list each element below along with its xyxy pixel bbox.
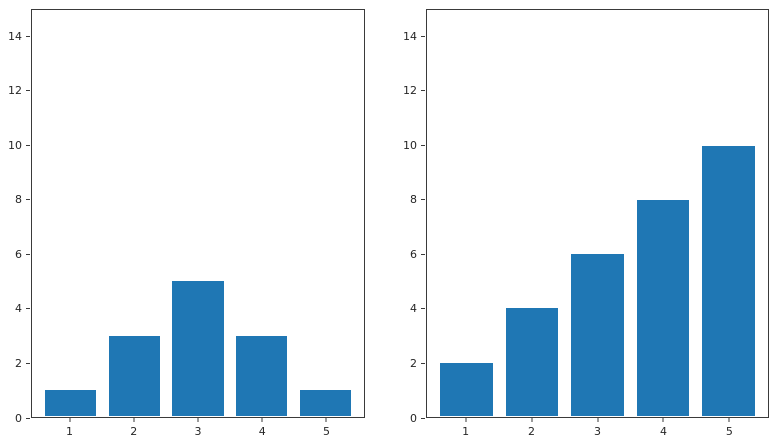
- bar: [300, 389, 352, 416]
- bar: [636, 199, 690, 416]
- y-tick-label: 0: [15, 411, 22, 425]
- x-tick-label: 3: [194, 425, 202, 438]
- y-tick-mark: [26, 362, 30, 364]
- bar: [440, 362, 493, 416]
- y-tick-label: 0: [410, 411, 417, 425]
- y-tick-label: 4: [15, 302, 22, 316]
- left-x-axis: 1 2 3 4 5: [31, 418, 365, 442]
- left-plot-area: [31, 9, 365, 418]
- y-tick-label: 12: [403, 84, 417, 98]
- y-tick-label: 4: [410, 302, 417, 316]
- y-tick-label: 14: [8, 29, 22, 43]
- y-tick-mark: [26, 90, 30, 92]
- x-tick-label: 5: [322, 425, 330, 438]
- right-y-axis: 0 2 4 6 8 10 12 14: [398, 9, 426, 425]
- x-tick-mark: [597, 418, 598, 422]
- y-tick-mark: [421, 90, 425, 92]
- x-tick-mark: [197, 418, 199, 422]
- y-tick-mark: [421, 253, 425, 255]
- y-tick-label: 8: [15, 193, 22, 207]
- bar: [172, 281, 224, 416]
- y-tick-mark: [26, 308, 30, 310]
- x-tick-mark: [133, 418, 135, 422]
- x-tick-label: 2: [130, 425, 138, 438]
- y-tick-mark: [421, 417, 425, 419]
- bar: [702, 145, 755, 416]
- bar: [571, 254, 624, 416]
- y-tick-label: 2: [410, 356, 417, 370]
- y-tick-mark: [421, 35, 425, 37]
- right-x-axis: 1 2 3 4 5: [426, 418, 769, 442]
- y-tick-label: 6: [15, 247, 22, 261]
- bar: [236, 335, 288, 416]
- y-tick-label: 10: [403, 138, 417, 152]
- x-tick-label: 3: [594, 425, 601, 438]
- x-tick-mark: [531, 418, 533, 422]
- y-tick-mark: [26, 417, 30, 419]
- y-tick-mark: [26, 253, 30, 255]
- y-tick-mark: [421, 199, 425, 201]
- x-tick-label: 2: [528, 425, 536, 438]
- y-tick-label: 14: [403, 29, 417, 43]
- bar: [108, 335, 160, 416]
- y-tick-label: 6: [410, 247, 417, 261]
- x-tick-label: 1: [66, 425, 74, 438]
- y-tick-mark: [26, 199, 30, 201]
- x-tick-label: 1: [462, 425, 470, 438]
- x-tick-mark: [69, 418, 71, 422]
- left-y-axis: 0 2 4 6 8 10 12 14: [3, 9, 31, 425]
- x-tick-mark: [465, 418, 467, 422]
- y-tick-mark: [421, 362, 425, 364]
- x-tick-mark: [325, 418, 327, 422]
- x-tick-label: 4: [258, 425, 266, 438]
- x-tick-mark: [261, 418, 263, 422]
- x-tick-mark: [662, 418, 664, 422]
- bar: [505, 308, 559, 416]
- x-tick-mark: [728, 418, 730, 422]
- y-tick-mark: [26, 144, 30, 146]
- y-tick-mark: [421, 308, 425, 310]
- y-tick-label: 12: [8, 84, 22, 98]
- y-tick-mark: [26, 35, 30, 37]
- bar: [44, 389, 96, 416]
- x-tick-label: 4: [659, 425, 667, 438]
- y-tick-label: 10: [8, 138, 22, 152]
- right-plot-area: [426, 9, 769, 418]
- y-tick-mark: [421, 144, 425, 146]
- y-tick-label: 2: [15, 356, 22, 370]
- y-tick-label: 8: [410, 193, 417, 207]
- x-tick-label: 5: [725, 425, 733, 438]
